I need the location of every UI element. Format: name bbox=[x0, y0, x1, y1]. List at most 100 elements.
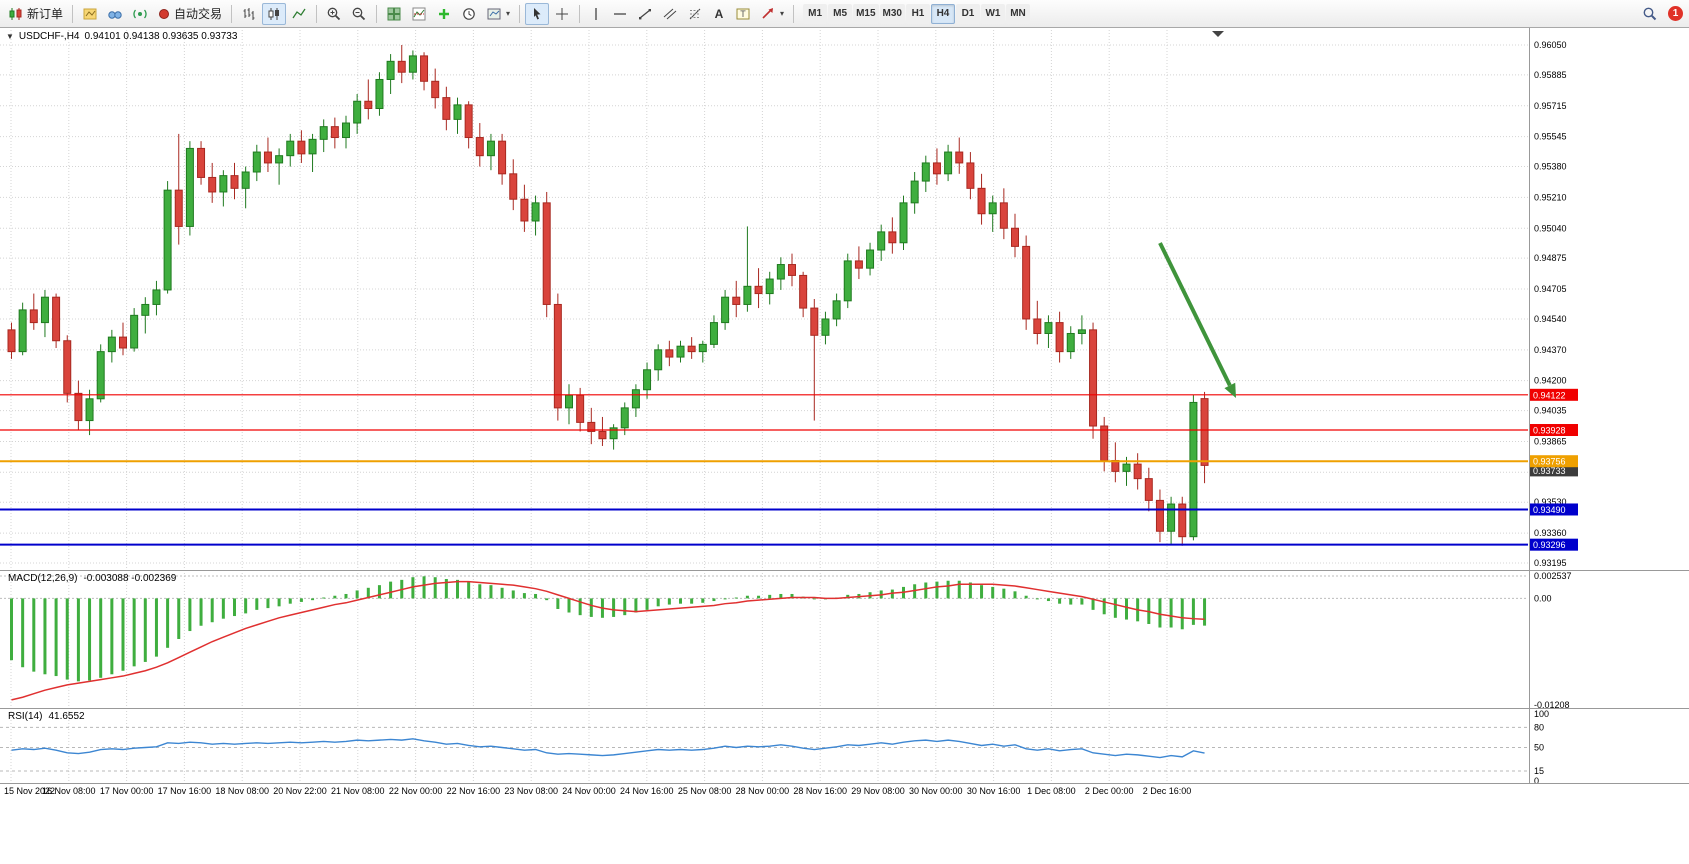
template-icon bbox=[487, 8, 501, 19]
bar-chart-icon bbox=[243, 7, 255, 20]
svg-text:0.95040: 0.95040 bbox=[1534, 223, 1567, 233]
fibonacci-button[interactable] bbox=[683, 3, 707, 25]
svg-text:0.95715: 0.95715 bbox=[1534, 101, 1567, 111]
autotrading-button[interactable]: 自动交易 bbox=[153, 3, 226, 25]
chevron-down-icon: ▾ bbox=[780, 9, 785, 18]
svg-text:18 Nov 08:00: 18 Nov 08:00 bbox=[215, 786, 269, 796]
chart-wizard-button[interactable] bbox=[78, 3, 102, 25]
macd-name: MACD(12,26,9) bbox=[8, 573, 78, 584]
svg-text:T: T bbox=[740, 9, 746, 19]
svg-text:0.95885: 0.95885 bbox=[1534, 70, 1567, 80]
svg-text:15: 15 bbox=[1534, 766, 1544, 776]
trendline-button[interactable] bbox=[633, 3, 657, 25]
timeframe-button-w1[interactable]: W1 bbox=[980, 3, 1005, 24]
symbol-dropdown-icon[interactable]: ▼ bbox=[6, 32, 14, 41]
svg-text:30 Nov 16:00: 30 Nov 16:00 bbox=[967, 786, 1021, 796]
line-chart-button[interactable] bbox=[287, 3, 311, 25]
svg-text:0.95380: 0.95380 bbox=[1534, 162, 1567, 172]
search-button[interactable] bbox=[1638, 3, 1662, 25]
timeframe-button-h4[interactable]: H4 bbox=[930, 3, 955, 24]
svg-text:0.93733: 0.93733 bbox=[1533, 466, 1566, 476]
crosshair-icon bbox=[556, 7, 569, 20]
svg-text:0.94370: 0.94370 bbox=[1534, 345, 1567, 355]
svg-text:24 Nov 16:00: 24 Nov 16:00 bbox=[620, 786, 674, 796]
templates-button[interactable]: ▾ bbox=[482, 3, 514, 25]
bar-chart-button[interactable] bbox=[237, 3, 261, 25]
text-button[interactable]: A bbox=[708, 3, 730, 25]
svg-text:0.94705: 0.94705 bbox=[1534, 284, 1567, 294]
svg-text:29 Nov 08:00: 29 Nov 08:00 bbox=[851, 786, 905, 796]
arrows-button[interactable]: ▾ bbox=[756, 3, 788, 25]
horizontal-line-icon bbox=[614, 12, 627, 15]
profiles-icon bbox=[108, 10, 122, 19]
timeframe-button-d1[interactable]: D1 bbox=[955, 3, 980, 24]
line-chart-icon bbox=[292, 8, 306, 18]
main-toolbar: 新订单 自动交易 bbox=[0, 0, 1689, 28]
new-order-icon bbox=[9, 7, 22, 20]
timeframe-button-m1[interactable]: M1 bbox=[803, 3, 828, 24]
cursor-button[interactable] bbox=[525, 2, 550, 25]
chart-wizard-icon bbox=[83, 8, 97, 19]
svg-text:0.94875: 0.94875 bbox=[1534, 253, 1567, 263]
zoom-out-button[interactable] bbox=[347, 3, 371, 25]
tile-windows-icon bbox=[387, 7, 401, 20]
candlestick-button[interactable] bbox=[262, 2, 287, 25]
svg-text:20 Nov 22:00: 20 Nov 22:00 bbox=[273, 786, 327, 796]
sounds-icon bbox=[133, 9, 147, 18]
zoom-in-button[interactable] bbox=[322, 3, 346, 25]
notification-badge[interactable]: 1 bbox=[1668, 6, 1683, 21]
svg-text:0.94200: 0.94200 bbox=[1534, 376, 1567, 386]
timeframe-button-m5[interactable]: M5 bbox=[828, 3, 853, 24]
add-chart-icon bbox=[439, 8, 450, 19]
svg-text:0.93360: 0.93360 bbox=[1534, 528, 1567, 538]
timeframe-button-mn[interactable]: MN bbox=[1005, 3, 1030, 24]
profiles-button[interactable] bbox=[103, 3, 127, 25]
timeframe-button-h1[interactable]: H1 bbox=[905, 3, 930, 24]
svg-text:0.93296: 0.93296 bbox=[1533, 540, 1566, 550]
time-axis[interactable] bbox=[0, 783, 1528, 801]
toolbar-separator bbox=[376, 4, 378, 23]
svg-text:80: 80 bbox=[1534, 722, 1544, 732]
timeframe-button-m30[interactable]: M30 bbox=[879, 3, 905, 24]
toolbar-separator bbox=[231, 4, 233, 23]
trendline-icon bbox=[639, 8, 652, 19]
text-label-button[interactable]: T bbox=[731, 3, 755, 25]
period-button[interactable] bbox=[457, 3, 481, 25]
svg-text:0.93756: 0.93756 bbox=[1533, 457, 1566, 467]
chart-ohlc-values: 0.94101 0.94138 0.93635 0.93733 bbox=[84, 31, 238, 42]
svg-text:15 Nov 2022: 15 Nov 2022 bbox=[4, 786, 55, 796]
svg-text:50: 50 bbox=[1534, 743, 1544, 753]
svg-text:2 Dec 16:00: 2 Dec 16:00 bbox=[1143, 786, 1192, 796]
toolbar-right-group: 1 bbox=[1638, 3, 1685, 25]
candlestick-icon bbox=[268, 7, 280, 20]
add-chart-button[interactable] bbox=[432, 3, 456, 25]
horizontal-line-button[interactable] bbox=[608, 3, 632, 25]
svg-text:0.93195: 0.93195 bbox=[1534, 558, 1567, 568]
tile-windows-button[interactable] bbox=[382, 3, 406, 25]
chart-title: ▼ USDCHF-,H4 0.94101 0.94138 0.93635 0.9… bbox=[6, 31, 237, 42]
vertical-line-button[interactable] bbox=[585, 3, 607, 25]
svg-text:0.93928: 0.93928 bbox=[1533, 426, 1566, 436]
toolbar-separator bbox=[72, 4, 74, 23]
clock-icon bbox=[463, 7, 475, 20]
svg-text:17 Nov 00:00: 17 Nov 00:00 bbox=[100, 786, 154, 796]
svg-text:25 Nov 08:00: 25 Nov 08:00 bbox=[678, 786, 732, 796]
timeframe-toolbar: M1 M5 M15 M30 H1 H4 D1 W1 MN bbox=[803, 3, 1030, 24]
svg-text:17 Nov 16:00: 17 Nov 16:00 bbox=[158, 786, 212, 796]
equidistant-channel-button[interactable] bbox=[658, 3, 682, 25]
price-axis[interactable] bbox=[1529, 28, 1689, 783]
sounds-button[interactable] bbox=[128, 3, 152, 25]
toolbar-separator bbox=[793, 4, 795, 23]
zoom-out-icon bbox=[352, 7, 366, 20]
timeframe-button-m15[interactable]: M15 bbox=[853, 3, 879, 24]
rsi-name: RSI(14) bbox=[8, 711, 43, 722]
svg-text:30 Nov 00:00: 30 Nov 00:00 bbox=[909, 786, 963, 796]
crosshair-button[interactable] bbox=[550, 3, 574, 25]
svg-text:0.94540: 0.94540 bbox=[1534, 314, 1567, 324]
new-order-button[interactable]: 新订单 bbox=[4, 3, 67, 25]
svg-text:28 Nov 00:00: 28 Nov 00:00 bbox=[736, 786, 790, 796]
chart-symbol-period: USDCHF-,H4 bbox=[18, 31, 80, 42]
indicators-button[interactable] bbox=[407, 3, 431, 25]
